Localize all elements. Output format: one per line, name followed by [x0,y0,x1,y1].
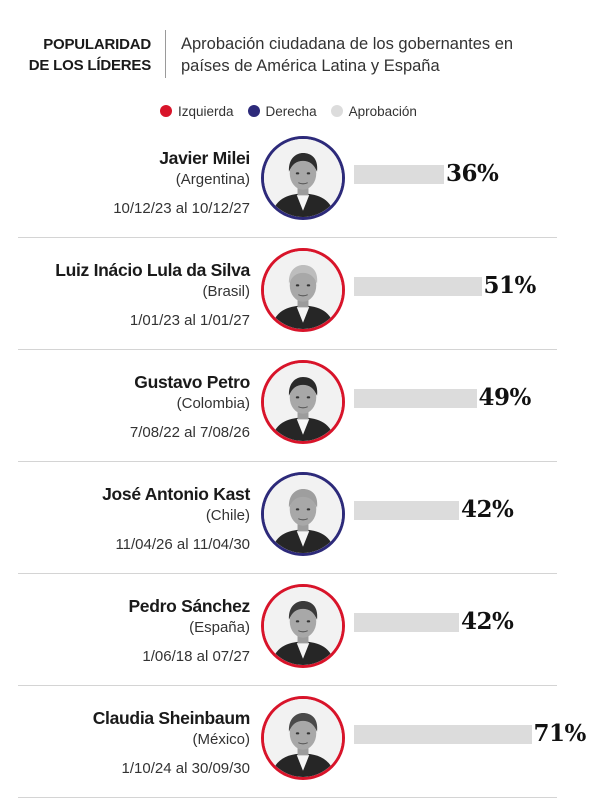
chart-title: POPULARIDAD DE LOS LÍDERES [0,34,151,76]
approval-value-label: 51% [483,272,537,299]
leader-row: Pedro Sánchez (España) 1/06/18 al 07/27 42% [0,574,597,686]
chart-header: POPULARIDAD DE LOS LÍDERES Aprobación ci… [0,30,597,80]
leader-term-dates: 1/10/24 al 30/09/30 [121,760,250,777]
leader-name: José Antonio Kast [102,484,250,504]
leader-row: Luiz Inácio Lula da Silva (Brasil) 1/01/23… [0,238,597,350]
row-divider [18,237,557,238]
legend-label-izquierda: Izquierda [178,103,234,119]
row-divider [18,349,557,350]
leader-info: Pedro Sánchez (España) 1/06/18 al 07/27 [0,595,250,668]
legend-label-aprobacion: Aprobación [348,103,417,119]
leader-country: (España) [189,619,250,636]
leader-country: (Colombia) [176,395,250,412]
leader-name: Gustavo Petro [134,372,250,392]
leader-country: (Chile) [205,507,250,524]
leader-name: Javier Milei [159,148,250,168]
chart-title-line2: DE LOS LÍDERES [28,57,151,74]
portrait-petro [264,363,342,441]
row-divider [18,685,557,686]
leader-portrait [261,248,345,332]
chart-legend: Izquierda Derecha Aprobación [160,103,431,119]
leader-row: Gustavo Petro (Colombia) 7/08/22 al 7/08/2… [0,350,597,462]
leader-term-dates: 10/12/23 al 10/12/27 [113,200,250,217]
chart-subtitle-line2: países de América Latina y España [181,57,440,75]
approval-bar-group: 42% [354,608,514,635]
leader-info: José Antonio Kast (Chile) 11/04/26 al 11/0… [0,483,250,556]
legend-dot-derecha-icon [247,105,260,117]
approval-bar [354,612,459,632]
approval-value-label: 71% [533,720,587,747]
leader-term-dates: 1/01/23 al 1/01/27 [129,312,250,329]
leader-portrait [261,696,345,780]
portrait-lula [264,251,342,329]
chart-title-line1: POPULARIDAD [43,36,151,53]
approval-bar-group: 36% [354,160,499,187]
leader-name: Pedro Sánchez [128,596,250,616]
leader-term-dates: 1/06/18 al 07/27 [142,648,250,665]
leader-row: Javier Milei (Argentina) 10/12/23 al 10/12… [0,126,597,238]
approval-value-label: 42% [461,608,514,635]
leader-info: Javier Milei (Argentina) 10/12/23 al 10/12… [0,147,250,220]
approval-bar-group: 51% [354,272,537,299]
portrait-milei [264,139,342,217]
leader-term-dates: 7/08/22 al 7/08/26 [129,424,250,441]
approval-value-label: 42% [461,496,514,523]
approval-bar-group: 49% [354,384,532,411]
leader-row: Claudia Sheinbaum (México) 1/10/24 al 30/0… [0,686,597,798]
portrait-kast [264,475,342,553]
row-divider [18,573,557,574]
leader-info: Claudia Sheinbaum (México) 1/10/24 al 30/0… [0,707,251,780]
legend-item-derecha: Derecha [247,103,317,119]
approval-bar [354,164,444,184]
header-divider [165,30,166,78]
portrait-sheinbaum [264,699,342,777]
approval-value-label: 36% [446,160,499,187]
approval-value-label: 49% [478,384,532,411]
portrait-sanchez [264,587,342,665]
leader-country: (Argentina) [175,171,250,188]
leader-info: Luiz Inácio Lula da Silva (Brasil) 1/01/23… [0,259,250,332]
approval-bar-group: 42% [354,496,514,523]
leader-term-dates: 11/04/26 al 11/04/30 [115,536,250,553]
legend-item-aprobacion: Aprobación [330,103,417,119]
leader-country: (Brasil) [202,283,251,300]
leader-portrait [261,360,345,444]
leader-portrait [261,472,345,556]
chart-subtitle-line1: Aprobación ciudadana de los gobernantes … [181,35,514,53]
approval-bar-group: 71% [354,720,587,747]
chart-subtitle: Aprobación ciudadana de los gobernantes … [181,33,581,77]
leader-rows: Javier Milei (Argentina) 10/12/23 al 10/12… [0,126,597,798]
leader-info: Gustavo Petro (Colombia) 7/08/22 al 7/08/2… [0,371,250,444]
legend-label-derecha: Derecha [265,103,317,119]
approval-bar [354,500,459,520]
leader-portrait [261,584,345,668]
legend-dot-aprobacion-icon [330,105,343,117]
row-divider [18,461,557,462]
approval-bar [354,388,477,408]
approval-bar [354,724,532,744]
legend-dot-izquierda-icon [160,105,172,117]
leader-row: José Antonio Kast (Chile) 11/04/26 al 11/0… [0,462,597,574]
leader-name: Claudia Sheinbaum [92,708,251,728]
leader-name: Luiz Inácio Lula da Silva [55,260,250,280]
legend-item-izquierda: Izquierda [160,104,234,119]
leader-portrait [261,136,345,220]
approval-bar [354,276,482,296]
leader-country: (México) [192,731,250,748]
